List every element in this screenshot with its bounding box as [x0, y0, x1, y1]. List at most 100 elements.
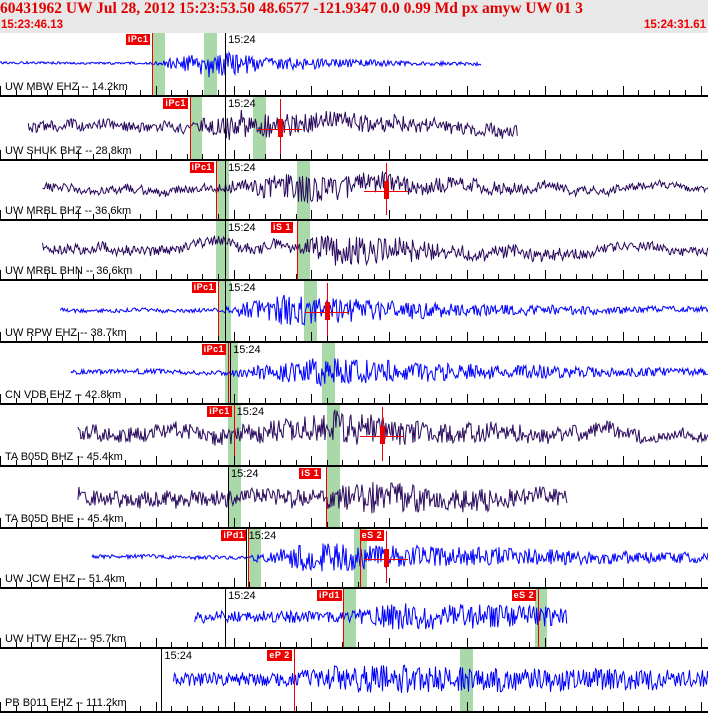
phase-pick-line[interactable] — [343, 589, 345, 647]
phase-pick-line[interactable] — [359, 529, 361, 587]
trace-plot-area[interactable]: 15:24 iPc1 — [0, 405, 708, 465]
phase-pick-line[interactable] — [215, 161, 217, 219]
time-tick — [591, 398, 593, 403]
time-tick — [249, 522, 251, 527]
waveform-trace — [77, 482, 568, 514]
phase-pick-line[interactable] — [247, 529, 249, 587]
phase-pick-label[interactable]: iPc1 — [207, 406, 232, 417]
time-tick — [467, 86, 469, 95]
phase-pick-label[interactable]: iPc1 — [125, 34, 151, 45]
trace-panel[interactable]: 15:24 iS 1 UW MRBL BHN -- 36.6km — [0, 221, 708, 281]
trace-plot-area[interactable]: 15:24 iPd1 eS 2 — [0, 589, 708, 647]
time-tick — [435, 274, 437, 279]
time-tick — [140, 90, 142, 95]
time-tick — [420, 522, 422, 527]
time-tick — [622, 456, 624, 465]
time-tick — [249, 214, 251, 219]
time-tick — [311, 332, 313, 341]
phase-pick-label[interactable]: iPd1 — [221, 530, 247, 541]
trace-plot-area[interactable]: 15:24 iPc1 — [0, 161, 708, 219]
phase-pick-label[interactable]: eP 2 — [267, 650, 292, 661]
phase-pick-label[interactable]: iPc1 — [201, 344, 227, 355]
time-tick — [560, 336, 562, 341]
phase-pick-label[interactable]: eS 2 — [359, 530, 385, 541]
time-tick — [622, 394, 624, 403]
time-tick — [389, 578, 391, 587]
trace-panel[interactable]: 15:24 iPd1 eS 2 UW HTW EHZ -- 95.7km — [0, 589, 708, 649]
time-tick — [529, 90, 531, 95]
phase-pick-line[interactable] — [538, 589, 540, 647]
trace-panel[interactable]: 15:24 iPc1 UW MRBL BHZ -- 36.6km — [0, 161, 708, 221]
trace-panel[interactable]: 15:24 iS 1 TA B05D BHE -- 45.4km — [0, 467, 708, 529]
time-tick — [684, 706, 686, 711]
trace-panel[interactable]: 15:24 iPc1 CN VDB EHZ -- 42.8km — [0, 343, 708, 405]
phase-pick-label[interactable]: iPd1 — [316, 590, 342, 601]
phase-pick-label[interactable]: iPc1 — [189, 162, 215, 173]
time-tick — [358, 642, 360, 647]
phase-pick-line[interactable] — [293, 649, 295, 711]
phase-pick-line[interactable] — [189, 97, 191, 159]
time-tick — [155, 638, 157, 647]
time-tick — [249, 274, 251, 279]
trace-plot-area[interactable]: 15:24 iPc1 — [0, 97, 708, 159]
time-tick — [233, 150, 235, 159]
phase-pick-line[interactable] — [152, 33, 154, 95]
time-tick — [669, 336, 671, 341]
time-tick — [77, 578, 79, 587]
time-tick — [607, 522, 609, 527]
phase-pick-label[interactable]: iPc1 — [191, 282, 217, 293]
time-tick — [560, 642, 562, 647]
time-tick — [140, 274, 142, 279]
trace-plot-area[interactable]: 15:24 iS 1 — [0, 221, 708, 279]
phase-pick-line[interactable] — [227, 343, 229, 403]
phase-highlight-band — [227, 467, 241, 527]
time-tick — [544, 270, 546, 279]
time-tick — [171, 706, 173, 711]
phase-pick-label[interactable]: eS 2 — [511, 590, 537, 601]
time-tick — [31, 582, 33, 587]
time-tick — [591, 214, 593, 219]
phase-pick-line[interactable] — [325, 467, 327, 527]
time-tick — [700, 150, 702, 159]
time-tick — [358, 336, 360, 341]
time-tick — [389, 394, 391, 403]
trace-panel[interactable]: 15:24 iPc1 TA B05D BHZ -- 45.4km — [0, 405, 708, 467]
time-tick — [482, 90, 484, 95]
trace-panel[interactable]: 15:24 iPc1 UW MBW EHZ -- 14.2km — [0, 33, 708, 97]
time-tick — [638, 154, 640, 159]
time-tick — [467, 456, 469, 465]
trace-plot-area[interactable]: 15:24 iPc1 — [0, 281, 708, 341]
phase-pick-label[interactable]: iS 1 — [270, 222, 293, 233]
phase-pick-line[interactable] — [218, 281, 220, 341]
time-tick — [404, 460, 406, 465]
phase-pick-label[interactable]: iS 1 — [299, 468, 322, 479]
time-tick — [700, 86, 702, 95]
trace-plot-area[interactable]: 15:24 iPc1 — [0, 343, 708, 403]
trace-plot-area[interactable]: 15:24 iPd1 eS 2 — [0, 529, 708, 587]
trace-panel[interactable]: 15:24 iPc1 UW SHUK BHZ -- 28.8km — [0, 97, 708, 161]
trace-panel[interactable]: 15:24 eP 2 PB B011 EHZ -- 111.2km — [0, 649, 708, 713]
channel-label: UW RPW EHZ -- 38.7km — [5, 327, 127, 339]
trace-panel[interactable]: 15:24 iPd1 eS 2 UW JCW EHZ -- 51.4km — [0, 529, 708, 589]
time-tick — [326, 582, 328, 587]
time-tick — [575, 642, 577, 647]
time-tick — [544, 332, 546, 341]
minute-time-label: 15:24 — [228, 162, 256, 174]
trace-panel[interactable]: 15:24 iPc1 UW RPW EHZ -- 38.7km — [0, 281, 708, 343]
time-tick — [700, 702, 702, 711]
phase-pick-line[interactable] — [233, 405, 235, 465]
trace-plot-area[interactable]: 15:24 iS 1 — [0, 467, 708, 527]
phase-pick-label[interactable]: iPc1 — [163, 98, 188, 109]
phase-pick-line[interactable] — [297, 221, 299, 279]
time-tick-row — [0, 332, 708, 341]
time-tick — [684, 460, 686, 465]
trace-plot-area[interactable]: 15:24 iPc1 — [0, 33, 708, 95]
time-tick — [155, 394, 157, 403]
time-tick — [404, 274, 406, 279]
time-tick — [373, 582, 375, 587]
time-tick — [700, 394, 702, 403]
phase-highlight-band — [189, 97, 203, 159]
time-tick — [451, 706, 453, 711]
time-tick — [451, 214, 453, 219]
phase-highlight-band — [247, 529, 261, 587]
